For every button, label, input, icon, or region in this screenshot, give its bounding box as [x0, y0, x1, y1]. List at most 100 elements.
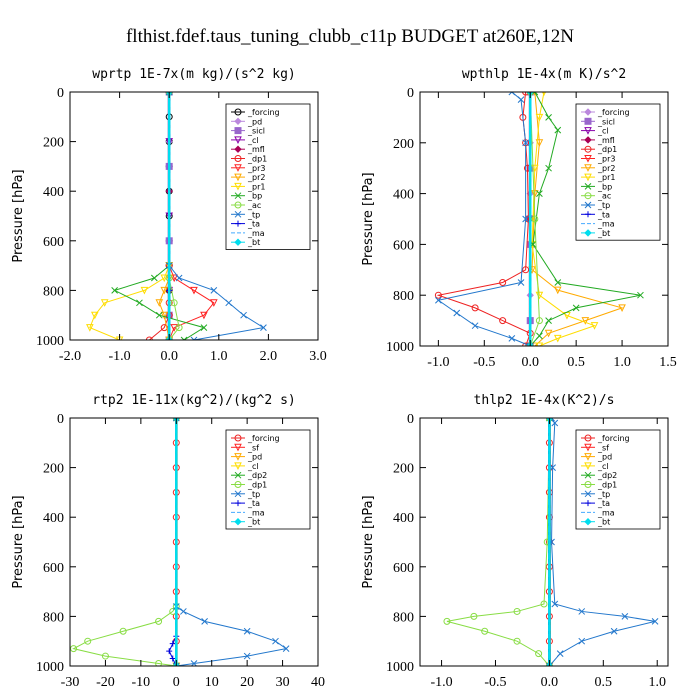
legend-marker [585, 500, 591, 507]
legend-marker [235, 500, 241, 507]
data-point [434, 291, 442, 299]
panel-1: wprtp 1E-7x(m kg)/(s^2 kg) Pressure [hPa]… [11, 67, 327, 364]
legend-label: _forcing [597, 108, 630, 117]
legend-label: _pd [597, 453, 612, 462]
data-point [517, 96, 525, 103]
data-point [522, 139, 529, 147]
legend-marker [584, 127, 592, 135]
legend-marker [234, 453, 242, 461]
legend-label: _cl [597, 127, 609, 136]
data-point [535, 113, 544, 122]
data-point [119, 627, 127, 635]
legend-marker [234, 210, 242, 218]
data-point [201, 618, 208, 625]
data-point [180, 336, 188, 340]
legend-marker [584, 173, 592, 182]
data-point [240, 311, 247, 319]
data-point [637, 291, 644, 299]
legend-marker [584, 434, 592, 442]
y-tick-label: 0 [57, 412, 64, 427]
legend-marker [234, 434, 242, 442]
y-tick-label: 200 [43, 136, 64, 151]
legend-label: _ma [597, 220, 615, 229]
data-point [165, 92, 173, 96]
x-tick-label: 0.0 [521, 355, 539, 370]
y-tick-label: 600 [43, 235, 64, 250]
data-point [155, 299, 164, 307]
legend-marker [234, 481, 242, 488]
legend-marker [584, 471, 592, 479]
legend-marker [584, 462, 592, 471]
legend-marker [584, 490, 592, 498]
data-point [470, 612, 478, 620]
y-tick-label: 400 [393, 511, 414, 526]
data-point [145, 336, 153, 340]
x-tick-label: -0.5 [484, 675, 506, 690]
legend-label: _tp [247, 210, 260, 219]
legend-marker [234, 108, 242, 116]
x-tick-label: 1.0 [648, 675, 666, 690]
data-point [435, 296, 442, 304]
legend-label: _bt [247, 238, 260, 247]
data-point [272, 637, 279, 645]
panel-3: rtp2 1E-11x(kg^2)/(kg^2 s) Pressure [hPa]… [11, 393, 325, 690]
legend-label: _dp2 [247, 471, 267, 480]
legend-marker [584, 229, 592, 237]
data-point [526, 342, 534, 346]
data-point [572, 304, 580, 312]
legend-marker [234, 182, 242, 191]
data-point [282, 645, 290, 652]
data-point [210, 287, 218, 294]
data-point [553, 334, 562, 343]
y-axis-label: Pressure [hPa] [361, 495, 376, 588]
legend-marker [234, 517, 242, 526]
data-point [453, 309, 461, 317]
legend-label: _mfl [247, 145, 265, 154]
x-tick-label: 2.0 [260, 349, 278, 364]
data-point [545, 317, 552, 324]
x-tick-label: -2.0 [59, 349, 81, 364]
legend-label: _ma [597, 508, 615, 517]
axes-frame [419, 417, 669, 667]
data-point [545, 164, 552, 172]
data-point [531, 190, 539, 198]
legend-box [225, 429, 311, 530]
legend-label: _ta [597, 499, 610, 508]
data-point [610, 627, 618, 635]
data-point [175, 324, 183, 332]
legend-marker [584, 517, 592, 526]
legend-label: _mfl [597, 136, 615, 145]
data-point [535, 139, 544, 147]
data-point [508, 92, 516, 96]
figure-title: flthist.fdef.taus_tuning_clubb_c11p BUDG… [126, 26, 574, 47]
legend-label: _cl [597, 462, 609, 471]
legend-label: _tp [247, 490, 260, 499]
legend-label: _tp [597, 490, 610, 499]
legend-label: _pr3 [597, 155, 615, 164]
y-tick-label: 0 [57, 86, 64, 101]
data-point [243, 652, 251, 660]
legend-label: _ac [247, 201, 261, 210]
y-tick-label: 400 [43, 185, 64, 200]
legend-label: _dp1 [597, 481, 617, 490]
y-tick-label: 1000 [386, 340, 414, 355]
data-point [535, 342, 544, 346]
y-tick-label: 0 [407, 412, 414, 427]
series-line-tp [437, 92, 531, 346]
data-point [578, 608, 586, 615]
data-point [155, 617, 163, 625]
y-axis-label: Pressure [hPa] [11, 495, 26, 588]
data-point [260, 324, 267, 331]
data-point [160, 311, 169, 320]
data-point [225, 299, 233, 307]
panel-title: thlp2 1E-4x(K^2)/s [474, 393, 615, 408]
data-point [169, 640, 176, 647]
legend-marker [584, 453, 592, 461]
legend-label: _sicl [597, 117, 615, 126]
x-tick-label: 40 [311, 675, 325, 690]
series-line-dp1 [446, 418, 550, 666]
plot-area [434, 92, 644, 346]
legend: _forcing_pd_sicl_cl_mfl_dp1_pr3_pr2_pr1_… [225, 103, 311, 250]
data-point [150, 274, 158, 282]
legend-label: _pr2 [597, 164, 615, 173]
